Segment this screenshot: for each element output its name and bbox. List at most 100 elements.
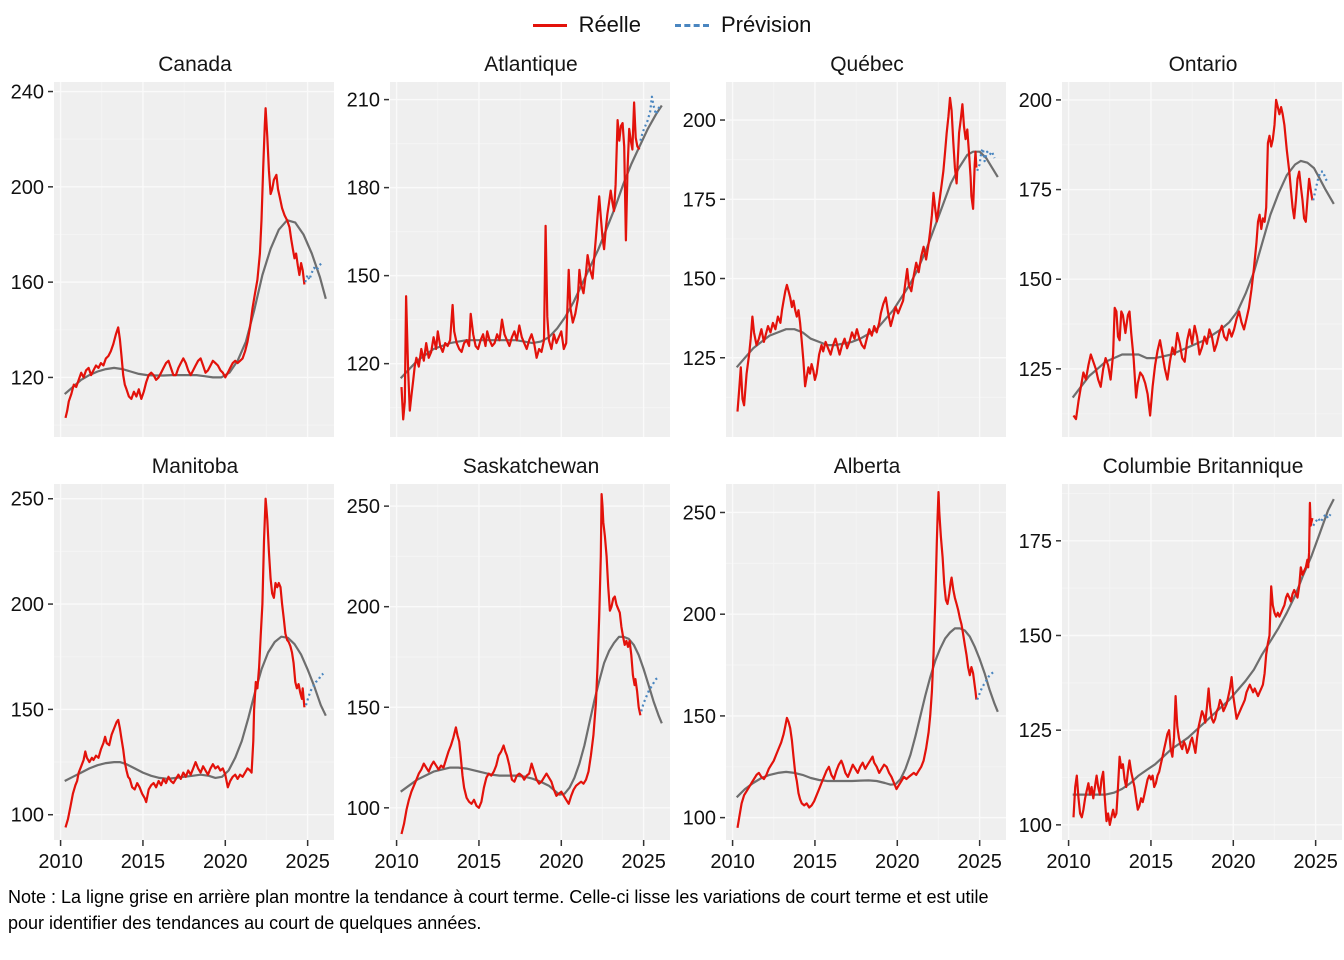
plot-background [726, 484, 1006, 840]
x-tick-label: 2015 [793, 851, 838, 873]
panel-saskatchewan: Saskatchewan 100 150 200 250 2010 2015 2020 202… [336, 452, 672, 874]
plot-background [1062, 82, 1342, 437]
panel-manitoba: Manitoba 100 150 200 250 2010 2015 2020 2025 [0, 452, 336, 874]
y-tick-label: 200 [347, 597, 380, 619]
panel-canada: Canada 120 160 200 240 [0, 50, 336, 438]
y-tick-label: 150 [11, 699, 44, 721]
chart-canvas: 100 150 200 250 2010 2015 2020 2025 [347, 484, 670, 873]
y-tick-label: 150 [683, 706, 716, 728]
panel-atlantique: Atlantique 120 150 180 210 [336, 50, 672, 438]
panel-columbie-britannique: Columbie Britannique 100 125 150 175 2010 201… [1008, 452, 1344, 874]
x-tick-label: 2025 [285, 851, 330, 873]
forecast-series-line [304, 262, 323, 283]
chart-legend: Réelle Prévision [0, 6, 1344, 44]
x-tick-label: 2025 [621, 851, 666, 873]
actual-series-line [1072, 501, 1314, 826]
x-tick-label: 2010 [1046, 851, 1091, 873]
legend-item-actual: Réelle [532, 12, 641, 38]
x-tick-label: 2010 [710, 851, 755, 873]
panel-title: Columbie Britannique [1102, 455, 1304, 478]
y-tick-label: 210 [347, 90, 380, 112]
x-tick-label: 2015 [1129, 851, 1174, 873]
note-line-2: pour identifier des tendances au court d… [8, 913, 482, 934]
chart-canvas: 120 160 200 240 [11, 82, 334, 437]
forecast-series-line [976, 670, 996, 701]
plot-background [54, 82, 334, 437]
x-tick-label: 2020 [1211, 851, 1256, 873]
forecast-line-swatch [674, 23, 709, 27]
actual-series-line [64, 497, 306, 828]
y-tick-label: 250 [11, 489, 44, 511]
x-tick-label: 2015 [121, 851, 166, 873]
y-tick-label: 175 [1019, 180, 1052, 202]
chart-canvas: 125 150 175 200 [683, 82, 1006, 437]
plot-background [1062, 484, 1342, 840]
chart-canvas: 125 150 175 200 [1019, 82, 1342, 437]
legend-item-forecast: Prévision [674, 12, 812, 38]
y-tick-label: 250 [347, 496, 380, 518]
actual-series-line [64, 107, 306, 419]
y-tick-label: 150 [1019, 269, 1052, 291]
panel-quebec: Québec 125 150 175 200 [672, 50, 1008, 438]
plot-background [390, 484, 670, 840]
actual-series-line [736, 96, 978, 412]
actual-series-line [1072, 98, 1314, 421]
trend-series-line [735, 627, 999, 799]
y-tick-label: 200 [683, 604, 716, 626]
chart-canvas: 100 150 200 250 2010 2015 2020 2025 [11, 484, 334, 873]
y-tick-label: 125 [1019, 720, 1052, 742]
x-tick-label: 2010 [38, 851, 83, 873]
y-tick-label: 250 [683, 502, 716, 524]
y-tick-label: 120 [347, 354, 380, 376]
y-tick-label: 125 [683, 348, 716, 370]
y-tick-label: 180 [347, 178, 380, 200]
y-tick-label: 200 [683, 110, 716, 132]
facet-grid: Canada 120 160 200 240 Atlantique 120 150 180… [0, 50, 1344, 874]
y-tick-label: 100 [683, 808, 716, 830]
legend-label-actual: Réelle [578, 12, 641, 37]
plot-background [54, 484, 334, 840]
panel-title: Alberta [833, 455, 901, 478]
y-tick-label: 150 [683, 269, 716, 291]
y-tick-label: 100 [1019, 815, 1052, 837]
trend-series-line [63, 219, 327, 395]
y-tick-label: 240 [11, 82, 44, 104]
x-tick-label: 2010 [374, 851, 419, 873]
panel-title: Québec [830, 53, 904, 76]
forecast-series-line [1312, 170, 1329, 201]
y-tick-label: 175 [1019, 531, 1052, 553]
x-tick-label: 2015 [457, 851, 502, 873]
panel-title: Manitoba [151, 455, 239, 478]
panel-title: Atlantique [484, 53, 578, 76]
note-line-1: Note : La ligne grise en arrière plan mo… [8, 887, 989, 907]
panel-title: Ontario [1168, 53, 1238, 76]
y-tick-label: 125 [1019, 359, 1052, 381]
x-tick-label: 2025 [1293, 851, 1338, 873]
y-tick-label: 200 [11, 594, 44, 616]
y-tick-label: 100 [347, 798, 380, 820]
legend-label-forecast: Prévision [720, 12, 812, 37]
actual-series-line [400, 493, 642, 835]
y-tick-label: 200 [11, 177, 44, 199]
x-tick-label: 2025 [957, 851, 1002, 873]
panel-title: Saskatchewan [462, 455, 600, 478]
trend-series-line [64, 635, 327, 782]
chart-canvas: 100 150 200 250 2010 2015 2020 2025 [683, 484, 1006, 873]
y-tick-label: 160 [11, 272, 44, 294]
chart-canvas: 120 150 180 210 [347, 82, 670, 437]
panel-ontario: Ontario 125 150 175 200 [1008, 50, 1344, 438]
actual-line-swatch [532, 23, 567, 27]
y-tick-label: 150 [1019, 625, 1052, 647]
panel-alberta: Alberta 100 150 200 250 2010 2015 2020 2025 [672, 452, 1008, 874]
y-tick-label: 150 [347, 266, 380, 288]
y-tick-label: 100 [11, 805, 44, 827]
chart-canvas: 100 125 150 175 2010 2015 2020 2025 [1019, 484, 1342, 873]
actual-series-line [736, 491, 978, 828]
plot-background [726, 82, 1006, 437]
y-tick-label: 200 [1019, 90, 1052, 112]
note-text: Note : La ligne grise en arrière plan mo… [8, 884, 1344, 936]
forecast-series-line [976, 147, 996, 172]
panel-title: Canada [158, 53, 232, 76]
actual-series-line [400, 101, 641, 421]
